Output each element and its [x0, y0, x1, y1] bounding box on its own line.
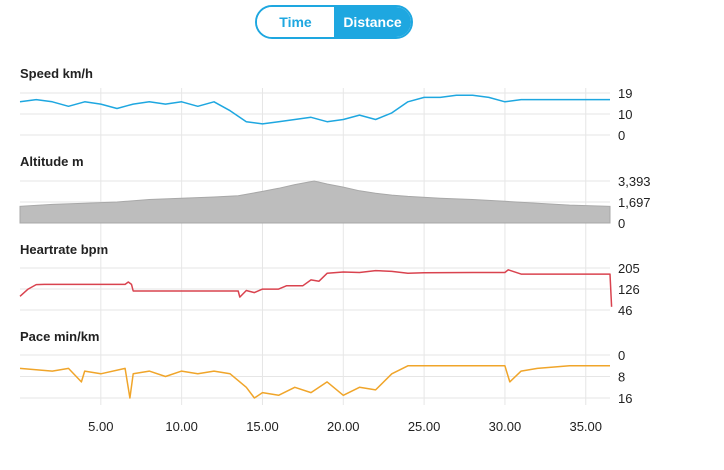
pace-chart-title: Pace min/km: [20, 329, 100, 344]
speed-line: [19, 94, 610, 125]
altitude-chart-title: Altitude m: [20, 154, 84, 169]
time-distance-toggle: Time Distance: [255, 5, 413, 39]
x-tick-label: 35.00: [569, 419, 602, 434]
pace-y-tick-label: 16: [618, 391, 632, 406]
heartrate-y-tick-label: 46: [618, 303, 632, 318]
time-toggle-button[interactable]: Time: [257, 7, 334, 37]
speed-y-tick-label: 19: [618, 86, 632, 101]
x-tick-label: 25.00: [408, 419, 441, 434]
speed-chart-title: Speed km/h: [20, 66, 93, 81]
pace-line: [19, 365, 610, 399]
altitude-y-tick-label: 1,697: [618, 195, 651, 210]
pace-y-tick-label: 0: [618, 348, 625, 363]
altitude-y-tick-label: 0: [618, 216, 625, 231]
x-tick-label: 15.00: [246, 419, 279, 434]
altitude-y-tick-label: 3,393: [618, 174, 651, 189]
x-tick-label: 10.00: [165, 419, 198, 434]
distance-toggle-button[interactable]: Distance: [334, 7, 411, 37]
pace-y-tick-label: 8: [618, 370, 625, 385]
altitude-area: [19, 180, 611, 224]
x-tick-label: 20.00: [327, 419, 360, 434]
speed-y-tick-label: 0: [618, 128, 625, 143]
heartrate-line: [19, 269, 613, 307]
heartrate-y-tick-label: 126: [618, 282, 640, 297]
heartrate-y-tick-label: 205: [618, 261, 640, 276]
x-tick-label: 30.00: [489, 419, 522, 434]
x-tick-label: 5.00: [88, 419, 113, 434]
heartrate-chart-title: Heartrate bpm: [20, 242, 109, 257]
speed-y-tick-label: 10: [618, 107, 632, 122]
